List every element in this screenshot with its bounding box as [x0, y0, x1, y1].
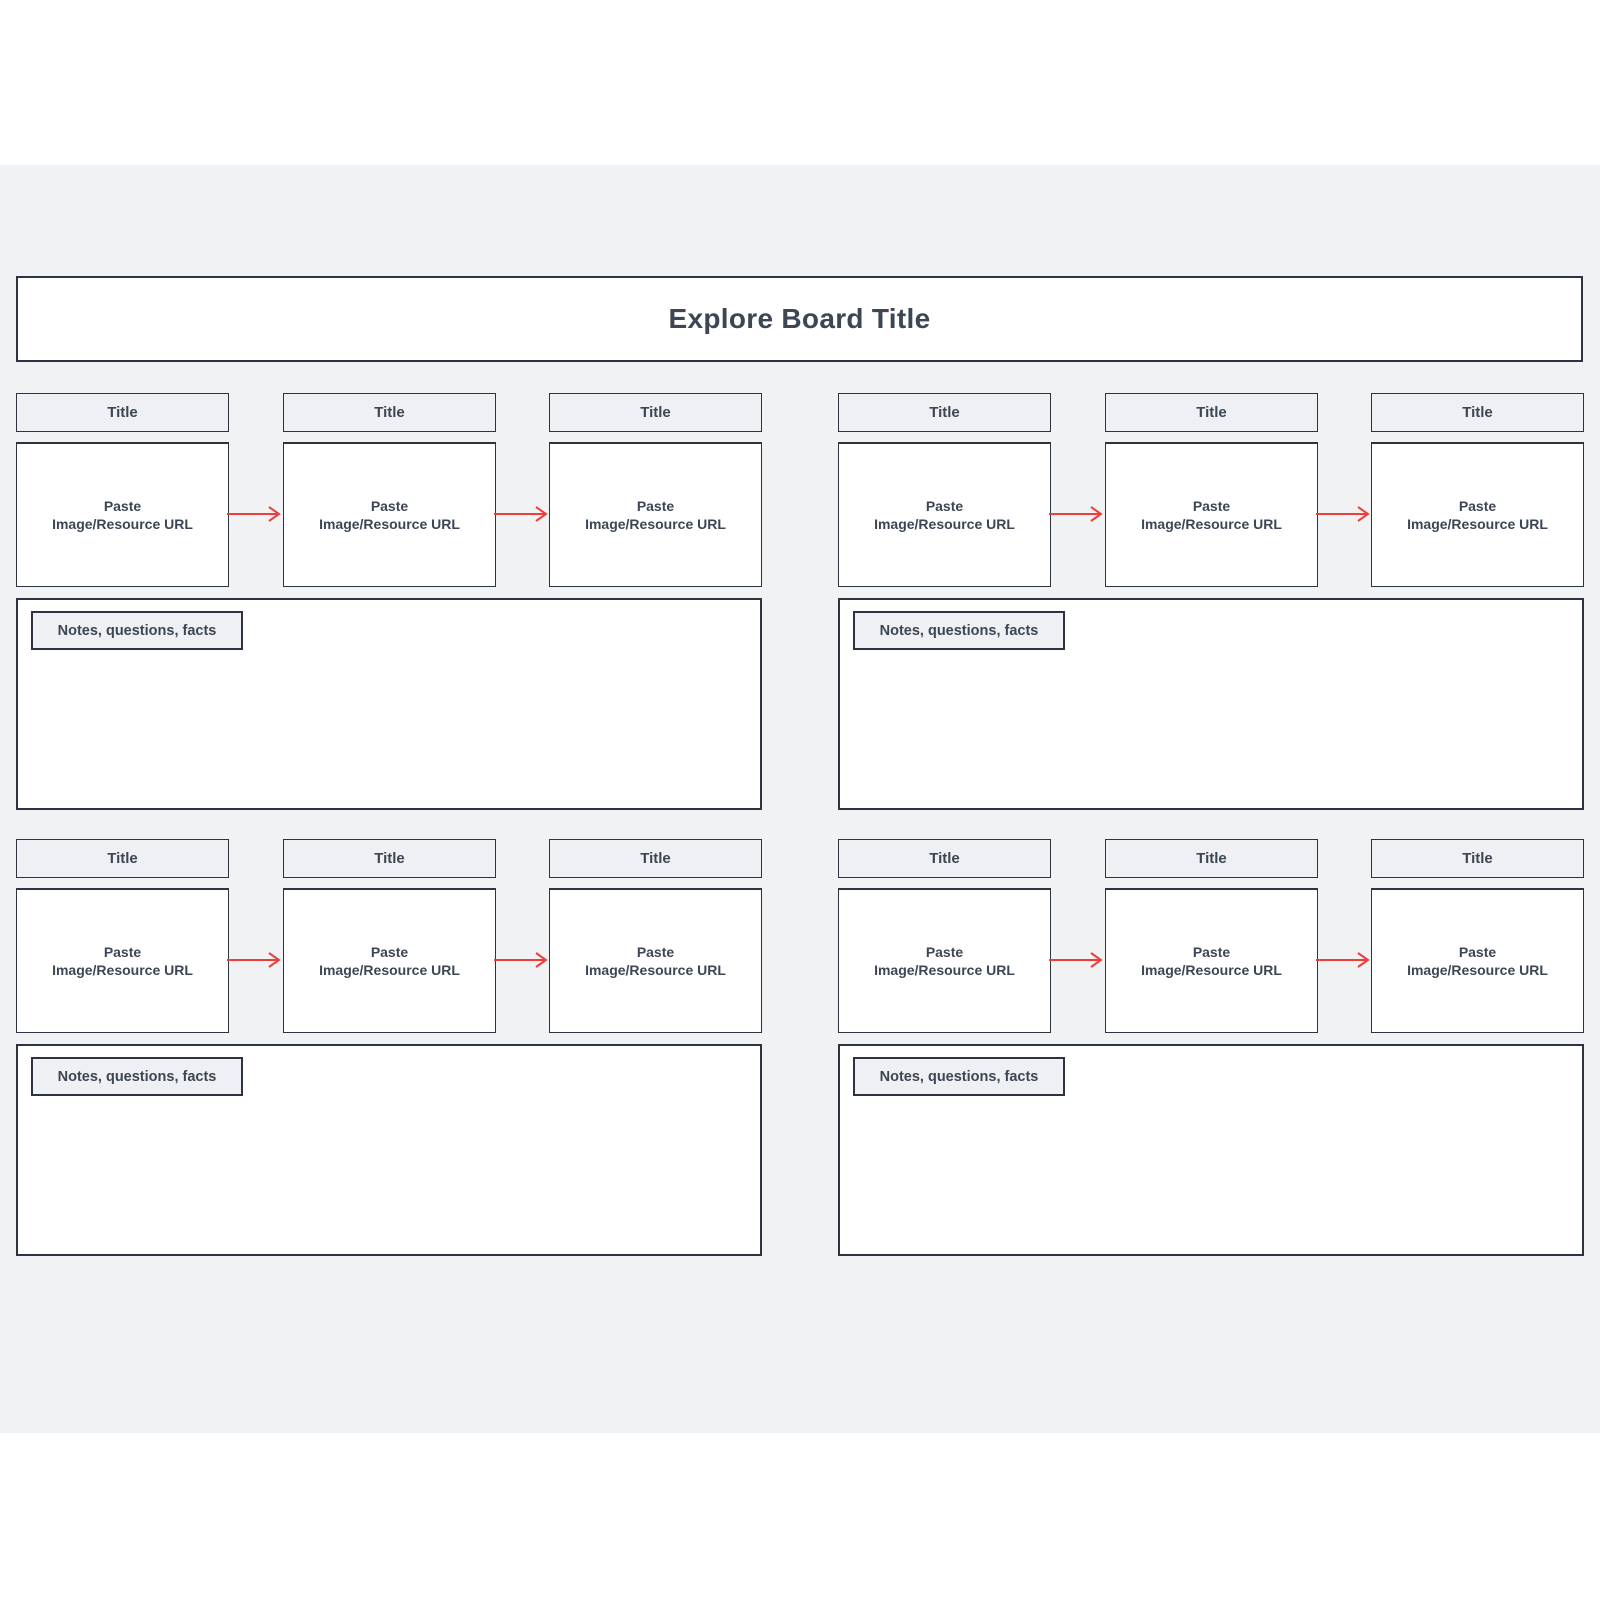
notes-label-text: Notes, questions, facts	[57, 622, 217, 639]
paste-label-line1: Paste	[1192, 943, 1231, 960]
paste-image-resource-card[interactable]: Paste Image/Resource URL	[1105, 442, 1318, 587]
connector-arrow-icon[interactable]	[1049, 503, 1105, 525]
paste-label-line2: Image/Resource URL	[52, 962, 193, 978]
connector-arrow-icon[interactable]	[227, 949, 283, 971]
explore-section-bottom-right: Title Title Title Paste Image/Resource U…	[838, 839, 1584, 1256]
card-title-box[interactable]: Title	[1371, 839, 1584, 878]
card-title-label: Title	[107, 850, 138, 867]
card-title-label: Title	[1196, 850, 1227, 867]
board-title: Explore Board Title	[668, 303, 931, 334]
connector-arrow-icon[interactable]	[1316, 503, 1372, 525]
paste-image-resource-card[interactable]: Paste Image/Resource URL	[838, 442, 1051, 587]
paste-label-line2: Image/Resource URL	[585, 516, 726, 532]
paste-label-line1: Paste	[636, 497, 675, 514]
card-title-label: Title	[1462, 850, 1493, 867]
paste-label-line2: Image/Resource URL	[874, 962, 1015, 978]
paste-label-line1: Paste	[103, 943, 142, 960]
card-title-box[interactable]: Title	[16, 393, 229, 432]
notes-area[interactable]: Notes, questions, facts	[16, 1044, 762, 1256]
notes-label-box[interactable]: Notes, questions, facts	[31, 1057, 243, 1096]
card-title-box[interactable]: Title	[16, 839, 229, 878]
paste-label-line2: Image/Resource URL	[52, 516, 193, 532]
notes-label-box[interactable]: Notes, questions, facts	[853, 611, 1065, 650]
paste-label-line1: Paste	[925, 943, 964, 960]
paste-image-resource-card[interactable]: Paste Image/Resource URL	[283, 888, 496, 1033]
card-title-label: Title	[640, 850, 671, 867]
notes-label-box[interactable]: Notes, questions, facts	[853, 1057, 1065, 1096]
paste-image-resource-card[interactable]: Paste Image/Resource URL	[549, 442, 762, 587]
paste-label-line2: Image/Resource URL	[319, 962, 460, 978]
card-title-label: Title	[929, 404, 960, 421]
paste-label-line1: Paste	[636, 943, 675, 960]
paste-image-resource-card[interactable]: Paste Image/Resource URL	[283, 442, 496, 587]
paste-label-line1: Paste	[1192, 497, 1231, 514]
paste-label-line1: Paste	[925, 497, 964, 514]
card-title-label: Title	[374, 850, 405, 867]
card-title-label: Title	[640, 404, 671, 421]
connector-arrow-icon[interactable]	[227, 503, 283, 525]
card-title-box[interactable]: Title	[283, 839, 496, 878]
card-title-box[interactable]: Title	[549, 839, 762, 878]
connector-arrow-icon[interactable]	[494, 503, 550, 525]
connector-arrow-icon[interactable]	[1049, 949, 1105, 971]
paste-label-line2: Image/Resource URL	[1141, 516, 1282, 532]
explore-section-top-right: Title Title Title Paste Image/Resource U…	[838, 393, 1584, 810]
board-title-box[interactable]: Explore Board Title	[16, 276, 1583, 362]
notes-area[interactable]: Notes, questions, facts	[838, 1044, 1584, 1256]
card-title-box[interactable]: Title	[1105, 839, 1318, 878]
paste-image-resource-card[interactable]: Paste Image/Resource URL	[838, 888, 1051, 1033]
card-title-label: Title	[107, 404, 138, 421]
card-title-box[interactable]: Title	[838, 393, 1051, 432]
paste-label-line1: Paste	[370, 943, 409, 960]
paste-label-line2: Image/Resource URL	[319, 516, 460, 532]
paste-image-resource-card[interactable]: Paste Image/Resource URL	[1371, 888, 1584, 1033]
paste-label-line1: Paste	[370, 497, 409, 514]
paste-image-resource-card[interactable]: Paste Image/Resource URL	[16, 888, 229, 1033]
card-title-label: Title	[929, 850, 960, 867]
paste-image-resource-card[interactable]: Paste Image/Resource URL	[1105, 888, 1318, 1033]
card-title-box[interactable]: Title	[1105, 393, 1318, 432]
card-title-label: Title	[1196, 404, 1227, 421]
card-title-label: Title	[1462, 404, 1493, 421]
paste-image-resource-card[interactable]: Paste Image/Resource URL	[16, 442, 229, 587]
connector-arrow-icon[interactable]	[494, 949, 550, 971]
notes-label-text: Notes, questions, facts	[879, 1068, 1039, 1085]
paste-label-line1: Paste	[103, 497, 142, 514]
paste-label-line1: Paste	[1458, 943, 1497, 960]
card-title-label: Title	[374, 404, 405, 421]
notes-area[interactable]: Notes, questions, facts	[838, 598, 1584, 810]
paste-label-line2: Image/Resource URL	[1407, 962, 1548, 978]
paste-image-resource-card[interactable]: Paste Image/Resource URL	[549, 888, 762, 1033]
card-title-box[interactable]: Title	[838, 839, 1051, 878]
paste-label-line2: Image/Resource URL	[874, 516, 1015, 532]
card-title-box[interactable]: Title	[549, 393, 762, 432]
notes-label-text: Notes, questions, facts	[879, 622, 1039, 639]
card-title-box[interactable]: Title	[1371, 393, 1584, 432]
paste-label-line2: Image/Resource URL	[1141, 962, 1282, 978]
notes-label-box[interactable]: Notes, questions, facts	[31, 611, 243, 650]
connector-arrow-icon[interactable]	[1316, 949, 1372, 971]
notes-label-text: Notes, questions, facts	[57, 1068, 217, 1085]
card-title-box[interactable]: Title	[283, 393, 496, 432]
paste-image-resource-card[interactable]: Paste Image/Resource URL	[1371, 442, 1584, 587]
paste-label-line2: Image/Resource URL	[1407, 516, 1548, 532]
paste-label-line2: Image/Resource URL	[585, 962, 726, 978]
explore-section-bottom-left: Title Title Title Paste Image/Resource U…	[16, 839, 762, 1256]
paste-label-line1: Paste	[1458, 497, 1497, 514]
notes-area[interactable]: Notes, questions, facts	[16, 598, 762, 810]
explore-section-top-left: Title Title Title Paste Image/Resource U…	[16, 393, 762, 810]
